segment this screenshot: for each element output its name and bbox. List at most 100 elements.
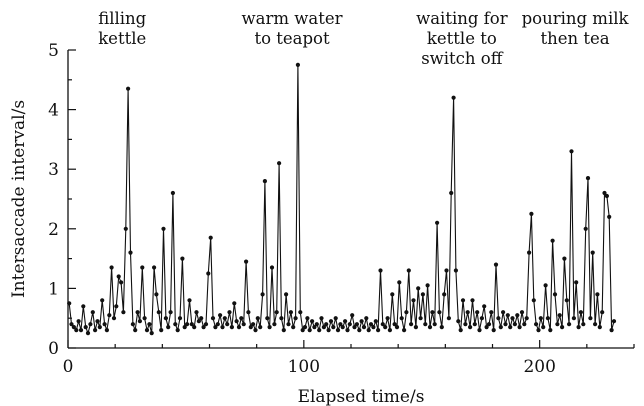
data-point [390, 292, 395, 297]
data-point [345, 328, 350, 333]
data-point [564, 298, 569, 303]
data-point [321, 325, 326, 330]
data-point [482, 304, 487, 309]
data-point [107, 313, 112, 318]
data-point [519, 310, 525, 315]
data-point [170, 190, 175, 196]
data-point [536, 328, 541, 333]
data-point [458, 328, 463, 333]
data-point [442, 292, 447, 297]
data-point [524, 316, 529, 321]
data-point [347, 322, 352, 327]
data-point [595, 292, 600, 297]
data-point [206, 271, 211, 276]
phase-label: pouring milk then tea [522, 9, 630, 48]
phase-label-line: waiting for [416, 9, 508, 28]
data-point [100, 298, 105, 303]
data-point [402, 328, 407, 333]
data-point [394, 325, 400, 330]
data-point [182, 325, 187, 330]
data-point [574, 280, 579, 285]
data-point [555, 322, 560, 327]
data-point [291, 325, 296, 330]
data-point [505, 313, 510, 318]
phase-label-line: kettle to [427, 29, 497, 48]
data-point [600, 310, 605, 315]
data-point [234, 319, 239, 324]
x-tick-label: 200 [523, 357, 555, 377]
data-point [498, 325, 503, 330]
data-point [576, 325, 581, 330]
data-point [161, 226, 166, 231]
data-point [597, 325, 602, 330]
data-point [333, 316, 338, 321]
axes: 0 1 2 3 4 5 0 100 200 [48, 41, 635, 377]
data-point [156, 310, 161, 315]
data-point [444, 268, 449, 273]
data-point [175, 328, 180, 333]
data-point [392, 322, 397, 327]
data-point [371, 325, 376, 330]
data-point [413, 325, 418, 330]
data-point [611, 319, 617, 324]
data-point [493, 262, 499, 267]
data-point [409, 322, 414, 327]
data-point [496, 316, 501, 321]
data-point [472, 322, 477, 327]
data-point [126, 86, 131, 91]
data-point [71, 325, 76, 330]
data-point [578, 310, 584, 315]
data-point [489, 310, 494, 315]
phase-label: waiting for kettle to switch off [416, 9, 508, 68]
data-point [281, 328, 286, 333]
data-point [152, 265, 157, 270]
data-point [491, 328, 496, 333]
data-point [376, 328, 381, 333]
data-point [272, 322, 277, 327]
data-point [130, 322, 135, 327]
data-point [90, 310, 95, 315]
data-point [387, 328, 392, 333]
data-point [406, 268, 411, 273]
x-tick-label: 0 [63, 357, 74, 377]
data-point [420, 292, 425, 297]
data-point [432, 322, 437, 327]
data-point [501, 310, 506, 315]
data-point [583, 226, 588, 231]
data-point [277, 161, 282, 166]
data-point [177, 316, 183, 321]
data-point [366, 328, 371, 333]
phase-label-line: kettle [98, 29, 146, 48]
data-point [85, 331, 91, 336]
data-point [368, 322, 374, 327]
data-point [220, 325, 225, 330]
data-point [300, 328, 305, 333]
data-point [67, 301, 72, 306]
data-point [244, 259, 249, 264]
data-point [560, 325, 565, 330]
data-point [477, 328, 482, 333]
y-tick-label: 0 [48, 339, 59, 359]
data-point [248, 325, 253, 330]
data-point [236, 325, 242, 330]
data-point [180, 256, 185, 261]
data-point [274, 310, 279, 315]
data-point [465, 310, 470, 315]
data-point [397, 280, 402, 285]
data-point [423, 322, 428, 327]
data-point [121, 310, 126, 315]
data-point [446, 316, 451, 321]
data-point [453, 268, 458, 273]
y-tick-label: 3 [48, 160, 59, 180]
y-tick-label: 4 [48, 101, 59, 121]
data-point [354, 322, 359, 327]
data-point [260, 292, 265, 297]
data-point [468, 325, 473, 330]
data-point [154, 292, 159, 297]
data-point [538, 316, 543, 321]
data-point [159, 328, 164, 333]
data-point [194, 310, 199, 315]
data-point [425, 283, 430, 288]
data-point [378, 268, 383, 273]
